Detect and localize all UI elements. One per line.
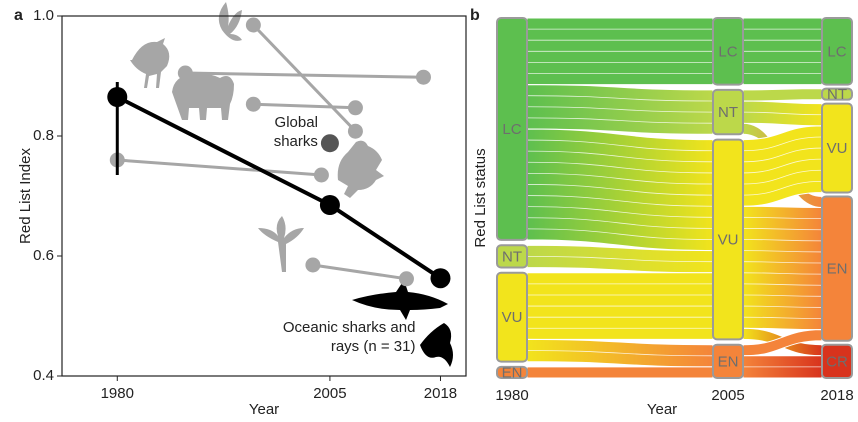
y-tick-label: 0.4 (33, 367, 54, 384)
silhouettes (130, 2, 384, 272)
status-label: NT (718, 104, 738, 121)
series-line (313, 265, 407, 279)
status-label: VU (827, 140, 848, 157)
data-point (178, 66, 193, 81)
data-point (399, 271, 414, 286)
x-tick-label: 1980 (101, 385, 134, 402)
data-point (246, 97, 261, 112)
flow (743, 206, 822, 329)
y-axis-label: Red List Index (17, 148, 34, 244)
data-point (416, 70, 431, 85)
status-label: VU (502, 309, 523, 326)
x-tick-label: 1980 (495, 387, 528, 404)
status-label: LC (718, 43, 737, 60)
status-label: EN (502, 364, 523, 381)
status-label: EN (718, 353, 739, 370)
flow (527, 367, 713, 378)
status-label: EN (827, 261, 848, 278)
data-point (321, 134, 339, 152)
annotation: Oceanic sharks and rays (n = 31) (265, 318, 415, 356)
data-point (305, 258, 320, 273)
chart: a b 0.4 0.6 0.8 1.0 1980 2005 2018 Year Red List… (0, 0, 858, 422)
y-tick-label: 0.8 (33, 127, 54, 144)
x-tick-label: 2018 (820, 387, 853, 404)
x-axis-label: Year (647, 401, 677, 418)
data-point (314, 168, 329, 183)
y-axis-label: Red List status (472, 148, 489, 247)
series-line (117, 160, 321, 175)
panel-label: b (470, 7, 480, 24)
y-tick-label: 1.0 (33, 7, 54, 24)
status-label: VU (718, 231, 739, 248)
x-tick-label: 2005 (313, 385, 346, 402)
data-point (348, 124, 363, 139)
flow (743, 89, 822, 101)
data-point (320, 195, 340, 215)
y-tick-label: 0.6 (33, 247, 54, 264)
x-axis-label: Year (249, 401, 279, 418)
status-label: CR (826, 353, 848, 370)
x-tick-label: 2018 (424, 385, 457, 402)
status-label: LC (502, 121, 521, 138)
panel-label: a (14, 7, 23, 24)
series-line (253, 104, 355, 108)
figure: a b 0.4 0.6 0.8 1.0 1980 2005 2018 Year Red List… (0, 0, 858, 422)
series-line (185, 73, 423, 77)
status-label: NT (827, 86, 847, 103)
annotation: Global sharks (260, 113, 318, 151)
status-label: LC (827, 43, 846, 60)
data-point (348, 100, 363, 115)
data-point (430, 268, 450, 288)
data-point (246, 18, 261, 33)
status-label: NT (502, 248, 522, 265)
x-tick-label: 2005 (711, 387, 744, 404)
